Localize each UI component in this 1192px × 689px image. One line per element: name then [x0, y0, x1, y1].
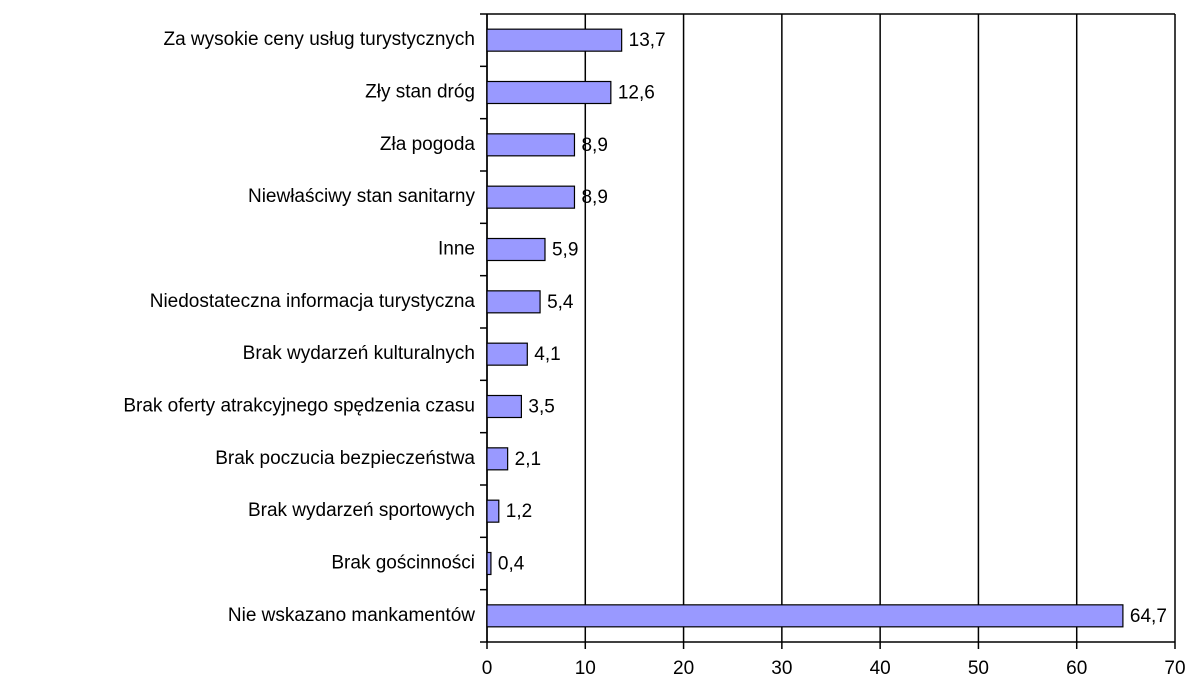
bar	[486, 237, 546, 262]
y-tick-label: Brak poczucia bezpieczeństwa	[215, 448, 475, 469]
y-tick-label: Brak oferty atrakcyjnego spędzenia czasu	[123, 396, 475, 417]
y-tick-label: Za wysokie ceny usług turystycznych	[163, 29, 475, 50]
bar	[486, 342, 528, 366]
value-label: 12,6	[618, 83, 655, 104]
value-label: 8,9	[581, 187, 607, 208]
bar	[486, 447, 509, 471]
bar	[486, 28, 623, 52]
bar	[486, 604, 1124, 628]
value-label: 64,7	[1130, 606, 1167, 627]
bar	[486, 551, 492, 576]
y-tick-label: Zły stan dróg	[365, 82, 475, 103]
y-tick-label: Niewłaściwy stan sanitarny	[248, 186, 476, 207]
y-tick-label: Zła pogoda	[380, 134, 476, 155]
x-tick-label: 20	[673, 658, 694, 679]
value-label: 0,4	[498, 554, 525, 575]
bar	[486, 290, 541, 314]
x-tick-label: 60	[1066, 658, 1087, 679]
y-tick-label: Brak wydarzeń kulturalnych	[243, 343, 475, 364]
value-label: 3,5	[528, 397, 554, 418]
bar	[486, 499, 500, 523]
value-label: 4,1	[534, 344, 560, 365]
y-tick-label: Inne	[438, 239, 475, 260]
bar	[486, 394, 523, 419]
value-label: 1,2	[506, 501, 532, 522]
bar	[486, 133, 576, 157]
x-tick-label: 70	[1164, 658, 1185, 679]
x-tick-label: 10	[575, 658, 596, 679]
bar	[486, 80, 612, 105]
x-tick-label: 30	[771, 658, 792, 679]
y-tick-label: Nie wskazano mankamentów	[228, 605, 475, 626]
value-label: 2,1	[515, 449, 541, 470]
y-tick-label: Brak gościnności	[331, 553, 475, 574]
value-label: 5,9	[552, 240, 578, 261]
x-tick-label: 0	[482, 658, 493, 679]
value-label: 5,4	[547, 292, 574, 313]
bar	[486, 185, 576, 209]
x-tick-label: 40	[870, 658, 891, 679]
y-tick-label: Niedostateczna informacja turystyczna	[150, 291, 476, 312]
value-label: 13,7	[629, 30, 666, 51]
x-tick-label: 50	[968, 658, 989, 679]
y-tick-label: Brak wydarzeń sportowych	[248, 500, 475, 521]
value-label: 8,9	[581, 135, 607, 156]
